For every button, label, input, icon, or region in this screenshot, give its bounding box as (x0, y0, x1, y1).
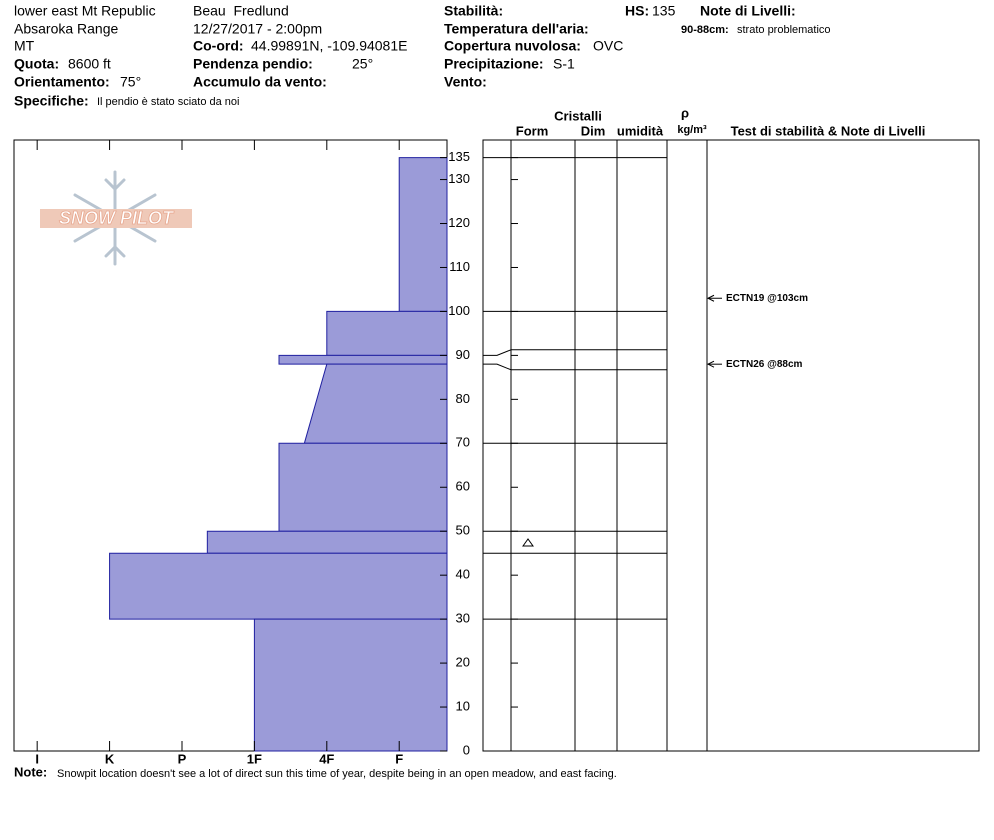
column-header: kg/m³ (677, 124, 707, 136)
x-tick-label: 4F (319, 751, 334, 766)
y-tick-label: 10 (456, 698, 470, 713)
label: Accumulo da vento: (193, 74, 327, 90)
y-tick-label: 110 (449, 259, 470, 274)
test-arrowhead (706, 294, 715, 302)
value: Il pendio è stato sciato da noi (97, 96, 239, 108)
label: Quota: (14, 56, 59, 72)
label: 90-88cm: (681, 24, 729, 36)
y-tick-label: 135 (448, 149, 470, 164)
x-tick-label: F (395, 751, 403, 766)
y-tick-label: 120 (448, 215, 470, 230)
x-tick-label: 1F (247, 751, 262, 766)
y-tick-label: 100 (448, 303, 470, 318)
column-header: ρ (681, 105, 689, 120)
hardness-layer (109, 552, 448, 620)
table-frame (482, 139, 980, 752)
y-tick-label: 0 (463, 742, 470, 757)
range: Absaroka Range (14, 21, 119, 37)
y-tick-label: 50 (456, 523, 470, 538)
test-arrowhead (706, 360, 715, 368)
label: Co-ord: (193, 38, 244, 54)
x-tick-label: K (105, 751, 115, 766)
label: Stabilità: (444, 3, 503, 19)
label: Vento: (444, 74, 487, 90)
note-label: Note: (14, 764, 47, 779)
column-header: umidità (617, 123, 664, 138)
column-header: Test di stabilità & Note di Livelli (731, 123, 926, 138)
state: MT (14, 38, 35, 54)
label: Orientamento: (14, 74, 110, 90)
datetime: 12/27/2017 - 2:00pm (193, 21, 322, 37)
y-tick-label: 40 (456, 567, 470, 582)
hardness-layer (206, 530, 448, 554)
observer: Beau Fredlund (193, 3, 289, 19)
test-label: ECTN26 @88cm (726, 359, 803, 370)
column-header: Dim (581, 123, 606, 138)
label: Pendenza pendio: (193, 56, 313, 72)
logo-text: SNOW PILOT (59, 208, 175, 228)
layer-boundary (483, 363, 667, 371)
y-tick-label: 70 (456, 435, 470, 450)
y-tick-label: 20 (456, 655, 470, 670)
y-tick-label: 30 (456, 611, 470, 626)
hardness-layer (303, 363, 448, 444)
label: HS: (625, 3, 649, 19)
logo-bar (40, 209, 192, 228)
location: lower east Mt Republic (14, 3, 156, 19)
column-header: Cristalli (554, 108, 602, 123)
value: S-1 (553, 56, 575, 72)
y-tick-label: 130 (448, 171, 470, 186)
label: Specifiche: (14, 93, 89, 109)
layer-boundary (483, 349, 667, 356)
grain-form-icon (522, 538, 534, 547)
value: 25° (352, 56, 373, 72)
value: 75° (120, 74, 141, 90)
value: 44.99891N, -109.94081E (251, 38, 407, 54)
y-tick-label: 60 (456, 479, 470, 494)
note-text: Snowpit location doesn't see a lot of di… (57, 768, 617, 780)
y-tick-label: 80 (456, 391, 470, 406)
x-tick-label: I (35, 751, 39, 766)
value: strato problematico (737, 24, 831, 36)
test-label: ECTN19 @103cm (726, 293, 808, 304)
hardness-layer (253, 618, 448, 752)
column-dividers (510, 140, 708, 751)
hardness-layer (326, 310, 448, 356)
label: Temperatura dell'aria: (444, 21, 589, 37)
hardness-layer (278, 354, 448, 365)
value: OVC (593, 38, 623, 54)
x-tick-label: P (178, 751, 187, 766)
value: 135 (652, 3, 676, 19)
hardness-layer (398, 157, 448, 312)
label: Note di Livelli: (700, 3, 796, 19)
label: Copertura nuvolosa: (444, 38, 581, 54)
label: Precipitazione: (444, 56, 544, 72)
value: 8600 ft (68, 56, 111, 72)
hardness-layer (278, 442, 448, 532)
column-header: Form (516, 123, 549, 138)
y-tick-label: 90 (456, 347, 470, 362)
